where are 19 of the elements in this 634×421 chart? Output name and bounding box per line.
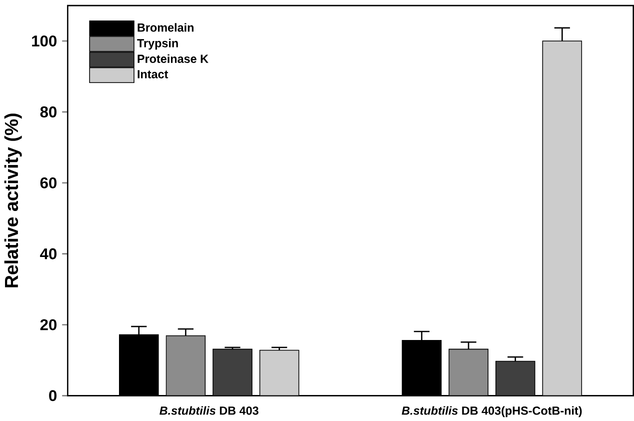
y-tick-label: 20 [40,318,57,330]
bar [448,348,488,396]
y-tick-label: 0 [49,390,57,401]
legend-label: Bromelain [138,22,194,32]
bar [166,335,206,396]
x-tick-label: B.stubtilis DB 403(pHS-CotB-nit) [402,406,582,417]
y-tick-label: 80 [40,106,57,118]
legend-label: Trypsin [137,38,178,50]
bar [542,40,582,396]
legend-label: Intact [138,70,168,78]
x-tick-label: B.stubtilis DB 403 [160,406,258,415]
y-tick-label: 40 [40,248,57,260]
bar [259,350,300,396]
legend-label: Proteinase K [138,54,208,63]
bar [212,348,252,396]
y-tick-label: 100 [32,35,56,46]
y-axis-title: Relative activity (%) [4,113,22,288]
y-tick-label: 60 [40,177,57,188]
bar [495,360,536,396]
